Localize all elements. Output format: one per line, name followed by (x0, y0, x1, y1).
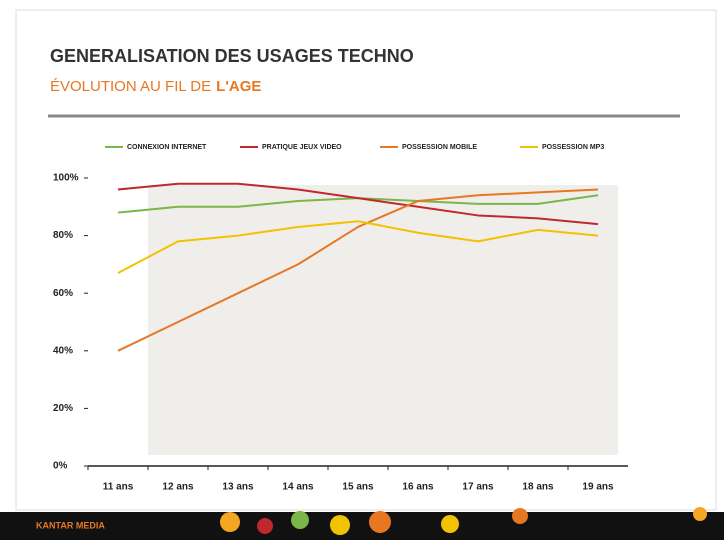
x-tick-label: 11 ans (103, 482, 134, 493)
decor (291, 511, 309, 529)
y-tick-label: 60% (53, 288, 73, 299)
decor (220, 512, 240, 532)
footer-bar (0, 512, 724, 540)
subtitle-emphasis: L'AGE (216, 78, 261, 95)
decor (330, 515, 350, 535)
legend-label: PRATIQUE JEUX VIDEO (262, 144, 342, 151)
y-tick-label: 20% (53, 403, 73, 414)
legend-label: POSSESSION MOBILE (402, 144, 477, 151)
y-tick-label: 100% (53, 173, 79, 184)
slide: GENERALISATION DES USAGES TECHNO ÉVOLUTI… (0, 0, 724, 540)
x-tick-label: 13 ans (222, 482, 254, 493)
x-tick-label: 16 ans (402, 482, 434, 493)
y-tick-label: 40% (53, 345, 73, 356)
decor (693, 507, 707, 521)
x-tick-label: 19 ans (582, 482, 614, 493)
legend-label: POSSESSION MP3 (542, 144, 604, 151)
slide-title: GENERALISATION DES USAGES TECHNO (50, 46, 414, 66)
y-tick-label: 0% (53, 461, 68, 472)
legend-label: CONNEXION INTERNET (127, 144, 207, 151)
subtitle-text: ÉVOLUTION AU FIL DE (50, 78, 211, 95)
decor (369, 511, 391, 533)
decor (512, 508, 528, 524)
footer-brand: KANTAR MEDIA (36, 520, 105, 530)
x-tick-label: 18 ans (522, 482, 554, 493)
y-tick-label: 80% (53, 230, 73, 241)
x-tick-label: 17 ans (462, 482, 494, 493)
x-tick-label: 14 ans (282, 482, 314, 493)
decor (441, 515, 459, 533)
x-tick-label: 15 ans (342, 482, 374, 493)
decor (257, 518, 273, 534)
x-tick-label: 12 ans (162, 482, 194, 493)
slide-subtitle: ÉVOLUTION AU FIL DE L'AGE (50, 78, 261, 95)
